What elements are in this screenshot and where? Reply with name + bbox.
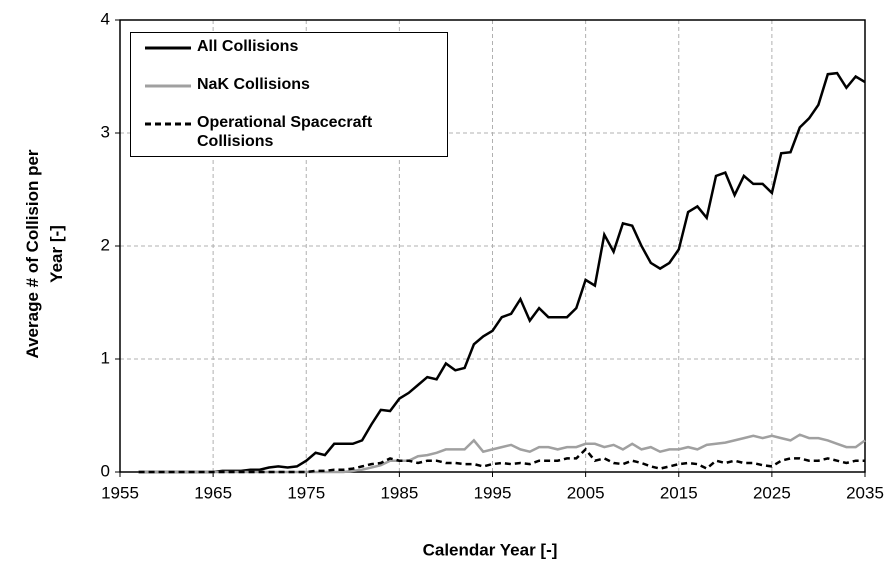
x-tick-label: 1975 (287, 483, 325, 502)
x-tick-label: 1985 (380, 483, 418, 502)
legend-swatch (145, 122, 191, 126)
legend-entry: Operational Spacecraft Collisions (131, 113, 447, 151)
legend-entry: All Collisions (131, 37, 447, 75)
legend-swatch (145, 84, 191, 88)
legend-label: All Collisions (197, 38, 299, 55)
data-line (138, 71, 866, 474)
y-tick-label: 3 (101, 122, 110, 141)
y-tick-label: 0 (101, 461, 110, 480)
plot-frame (119, 19, 866, 473)
x-tick-label: 2015 (660, 483, 698, 502)
legend-label: NaK Collisions (197, 76, 310, 93)
legend-label: Operational Spacecraft Collisions (197, 114, 373, 150)
y-tick-label: 2 (101, 235, 110, 254)
data-line (138, 433, 866, 474)
x-axis-label: Calendar Year [-] (423, 540, 558, 559)
x-tick-label: 1965 (194, 483, 232, 502)
x-tick-label: 2035 (846, 483, 884, 502)
y-tick-label: 1 (101, 348, 110, 367)
y-axis-label: Average # of Collision per Year [-] (23, 149, 66, 359)
x-tick-label: 2025 (753, 483, 791, 502)
legend-entry: NaK Collisions (131, 75, 447, 113)
x-tick-label: 1955 (101, 483, 139, 502)
x-tick-label: 2005 (567, 483, 605, 502)
y-tick-label: 4 (101, 9, 110, 28)
x-tick-label: 1995 (474, 483, 512, 502)
legend: All Collisions NaK Collisions Operational … (130, 32, 448, 157)
data-line (138, 447, 865, 474)
legend-swatch (145, 46, 191, 50)
